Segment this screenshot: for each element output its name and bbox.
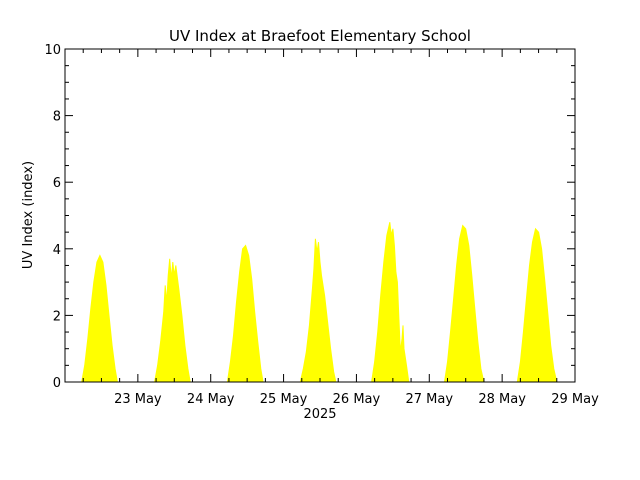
x-axis-label: 2025 <box>303 407 336 422</box>
x-axis: 23 May 24 May 25 May 26 May 27 May 28 May 29 M… <box>82 49 599 407</box>
y-tick-label: 4 <box>53 243 61 258</box>
y-tick-label: 10 <box>44 43 61 58</box>
x-tick-label: 23 May <box>114 392 162 407</box>
uv-daily-area <box>516 227 558 383</box>
y-tick-label: 0 <box>53 376 61 391</box>
uv-daily-area <box>371 222 410 383</box>
uv-daily-area <box>154 258 191 383</box>
y-axis-label: UV Index (index) <box>21 161 36 269</box>
x-tick-label: 25 May <box>260 392 308 407</box>
uv-daily-area <box>81 254 118 383</box>
uv-daily-area <box>226 244 264 383</box>
uv-daily-area <box>443 224 485 383</box>
series-layer <box>81 222 558 383</box>
x-tick-label: 27 May <box>406 392 454 407</box>
x-tick-label: 28 May <box>478 392 526 407</box>
y-tick-label: 8 <box>53 110 61 125</box>
y-tick-label: 2 <box>53 309 61 324</box>
x-tick-label: 24 May <box>187 392 235 407</box>
y-axis: 0 2 4 6 8 10 <box>44 43 575 391</box>
y-tick-label: 6 <box>53 176 61 191</box>
uv-daily-area <box>299 238 337 383</box>
x-tick-label: 26 May <box>333 392 381 407</box>
chart-title: UV Index at Braefoot Elementary School <box>169 27 471 45</box>
x-tick-label: 29 May <box>551 392 599 407</box>
